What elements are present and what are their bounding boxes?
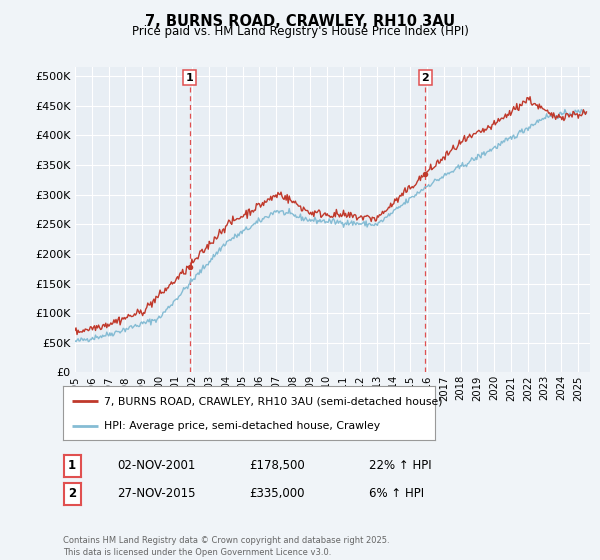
Text: 1: 1 (186, 73, 194, 83)
Text: 27-NOV-2015: 27-NOV-2015 (117, 487, 196, 501)
Text: £178,500: £178,500 (249, 459, 305, 473)
Text: 7, BURNS ROAD, CRAWLEY, RH10 3AU: 7, BURNS ROAD, CRAWLEY, RH10 3AU (145, 14, 455, 29)
Text: £335,000: £335,000 (249, 487, 305, 501)
Text: 2: 2 (422, 73, 430, 83)
Text: 7, BURNS ROAD, CRAWLEY, RH10 3AU (semi-detached house): 7, BURNS ROAD, CRAWLEY, RH10 3AU (semi-d… (104, 396, 442, 407)
Text: Price paid vs. HM Land Registry's House Price Index (HPI): Price paid vs. HM Land Registry's House … (131, 25, 469, 38)
Text: 2: 2 (68, 487, 76, 501)
Text: 1: 1 (68, 459, 76, 473)
Text: 22% ↑ HPI: 22% ↑ HPI (369, 459, 431, 473)
Text: HPI: Average price, semi-detached house, Crawley: HPI: Average price, semi-detached house,… (104, 421, 380, 431)
Text: Contains HM Land Registry data © Crown copyright and database right 2025.
This d: Contains HM Land Registry data © Crown c… (63, 536, 389, 557)
Text: 6% ↑ HPI: 6% ↑ HPI (369, 487, 424, 501)
Text: 02-NOV-2001: 02-NOV-2001 (117, 459, 196, 473)
